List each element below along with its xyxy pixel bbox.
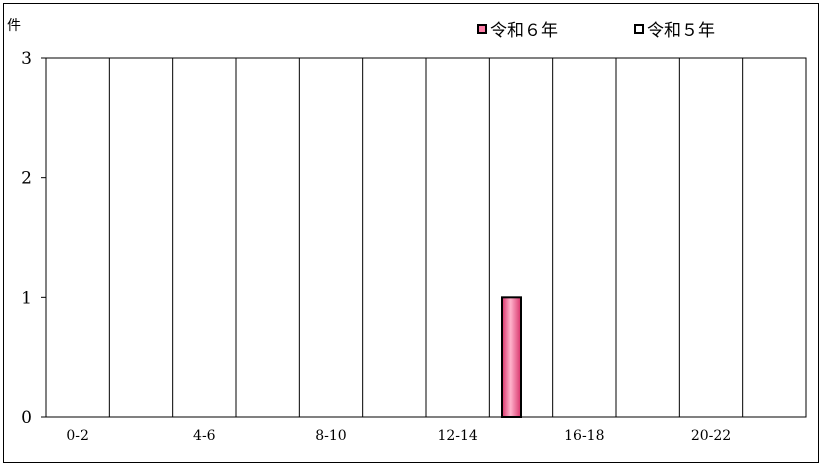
legend-label-series-1: 令和６年 (490, 21, 558, 41)
x-tick-label: 4-6 (193, 428, 216, 444)
legend-swatch-series-1 (477, 23, 487, 34)
chart-frame: 件 令和６年 令和５年 0 1 2 3 0-2 4-6 8-10 12-14 16-18 20-… (3, 3, 819, 463)
bar-1-14-16 (501, 296, 522, 419)
legend-swatch-series-2 (634, 23, 644, 34)
y-unit-label: 件 (7, 18, 21, 34)
x-tick-label: 16-18 (564, 428, 604, 444)
y-tick-label: 0 (21, 408, 32, 428)
x-tick-label: 8-10 (315, 428, 346, 444)
y-tick-label: 2 (21, 169, 32, 189)
y-tick-label: 1 (21, 288, 32, 308)
x-tick-label: 0-2 (66, 428, 89, 444)
legend-item-series-1: 令和６年 (477, 16, 558, 41)
y-tick-label: 3 (21, 49, 32, 69)
x-tick-label: 12-14 (437, 428, 477, 444)
legend-item-series-2: 令和５年 (634, 16, 715, 41)
legend-label-series-2: 令和５年 (647, 21, 715, 41)
bar-chart: 0 1 2 3 0-2 4-6 8-10 12-14 16-18 20-22 (21, 49, 807, 444)
x-tick-label: 20-22 (691, 428, 731, 444)
